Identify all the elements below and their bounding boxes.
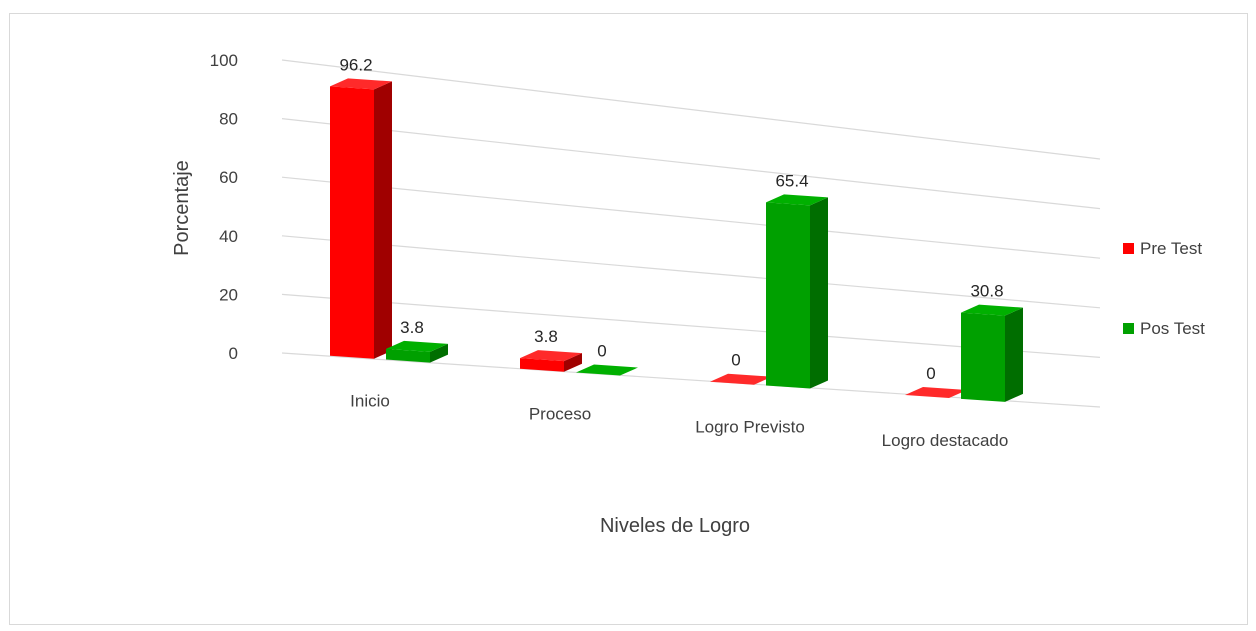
y-tick-label: 40 <box>219 227 238 246</box>
data-labels: 96.2 3.8 3.8 0 0 65.4 0 30.8 <box>339 55 1003 383</box>
bar-front-face <box>961 312 1005 402</box>
bars <box>330 78 1023 402</box>
data-label: 3.8 <box>400 318 424 337</box>
data-label: 0 <box>597 342 606 361</box>
x-category-label: Proceso <box>529 404 591 423</box>
chart-frame <box>9 13 1248 625</box>
bar-side-face <box>1005 307 1023 402</box>
legend-swatch <box>1123 243 1134 254</box>
legend-label: Pos Test <box>1140 319 1205 338</box>
bar-top-face <box>386 340 448 352</box>
x-category-label: Inicio <box>350 391 390 410</box>
x-category-label: Logro Previsto <box>695 417 805 436</box>
bar-top-face <box>710 373 772 385</box>
x-axis-title: Niveles de Logro <box>600 515 750 537</box>
data-label: 3.8 <box>534 327 558 346</box>
bar-top-face <box>766 194 828 206</box>
y-tick-label: 60 <box>219 168 238 187</box>
y-axis-ticks: 0 20 40 60 80 100 <box>210 51 238 363</box>
bar-top-face <box>330 78 392 90</box>
bar-top-face <box>576 364 638 376</box>
gridline <box>281 235 1101 309</box>
bar-top-face <box>961 304 1023 316</box>
bar-top-face <box>520 350 582 362</box>
legend: Pre Test Pos Test <box>1123 239 1205 338</box>
bar-pos-test-3 <box>961 304 1023 402</box>
bar-top-face <box>905 387 967 399</box>
data-label: 30.8 <box>970 282 1003 301</box>
legend-label: Pre Test <box>1140 239 1202 258</box>
y-tick-label: 0 <box>229 344 238 363</box>
bar-pre-test-0 <box>330 78 392 359</box>
gridline <box>281 176 1101 259</box>
bar-front-face <box>766 202 810 389</box>
bar-front-face <box>386 348 430 363</box>
bar-pre-test-3 <box>905 387 967 399</box>
legend-swatch <box>1123 323 1134 334</box>
bar-side-face <box>810 197 828 389</box>
gridline <box>281 59 1101 160</box>
data-label: 0 <box>731 351 740 370</box>
data-label: 0 <box>926 364 935 383</box>
data-label: 65.4 <box>775 171 808 190</box>
gridline <box>281 118 1101 210</box>
y-tick-label: 100 <box>210 51 238 70</box>
x-axis-categories: Inicio Proceso Logro Previsto Logro destaca… <box>350 391 1008 449</box>
y-tick-label: 20 <box>219 285 238 304</box>
y-tick-label: 80 <box>219 110 238 129</box>
x-category-label: Logro destacado <box>882 431 1009 450</box>
bar-side-face <box>564 353 582 372</box>
bar-pre-test-1 <box>520 350 582 372</box>
bar-pos-test-2 <box>766 194 828 389</box>
bar-side-face <box>374 81 392 359</box>
bar-pos-test-0 <box>386 340 448 363</box>
data-label: 96.2 <box>339 55 372 74</box>
bar-front-face <box>520 358 564 372</box>
y-axis-title: Porcentaje <box>171 160 193 256</box>
bar-side-face <box>430 343 448 363</box>
bar-pos-test-1 <box>576 364 638 376</box>
bar-pre-test-2 <box>710 373 772 385</box>
bar-front-face <box>330 86 374 359</box>
